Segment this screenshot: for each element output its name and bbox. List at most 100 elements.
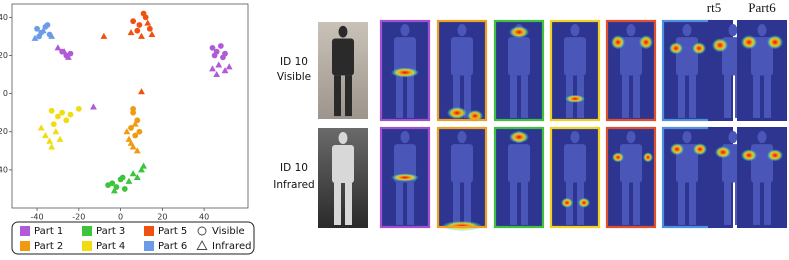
heat-blob (741, 149, 757, 162)
person-leg (396, 75, 403, 118)
point (220, 54, 226, 61)
point (48, 143, 56, 150)
point (215, 61, 223, 68)
heatmap-border (605, 126, 657, 229)
point (133, 173, 141, 181)
person-leg (764, 75, 771, 118)
person-leg (724, 75, 731, 118)
person-head (400, 131, 410, 144)
heatmap (737, 127, 787, 228)
person-torso (751, 144, 773, 183)
point (123, 128, 131, 135)
person-leg (396, 182, 403, 225)
point (133, 147, 141, 154)
heatmap (605, 126, 657, 229)
legend-swatch (20, 241, 30, 251)
y-tick-label: -20 (0, 127, 8, 136)
point (34, 25, 40, 32)
y-tick-label: 40 (0, 13, 8, 22)
legend-swatch (82, 241, 92, 251)
point (50, 121, 57, 127)
person-leg (622, 182, 629, 225)
heat-blob (565, 94, 585, 103)
heat-blob (767, 149, 783, 162)
person-head (626, 24, 636, 37)
person-torso (451, 37, 473, 76)
point (41, 131, 49, 139)
person-head (728, 131, 738, 144)
person-leg (689, 182, 696, 225)
heatmap (379, 19, 431, 122)
legend-label: Part 6 (158, 241, 187, 252)
heatmap (549, 19, 601, 122)
person-torso (332, 38, 354, 76)
x-tick-label: 20 (157, 213, 167, 222)
person-leg (724, 182, 731, 225)
legend-swatch (144, 241, 154, 251)
point (127, 28, 135, 36)
legend-marker (197, 226, 207, 236)
person-leg (521, 182, 528, 225)
x-tick-label: -40 (31, 213, 44, 222)
heatmap-border (379, 126, 431, 229)
point (44, 22, 51, 28)
point (209, 65, 216, 72)
person-head (570, 24, 580, 37)
row-modality: Infrared (273, 179, 314, 191)
point (121, 186, 128, 192)
row-id: ID 10 (280, 162, 308, 174)
y-tick-label: 0 (3, 89, 8, 98)
point (48, 32, 56, 39)
point (63, 117, 70, 124)
point (55, 113, 61, 120)
person-leg (407, 182, 414, 225)
person-head (682, 131, 692, 144)
heat-blob (669, 42, 683, 55)
heatmap-border (493, 126, 545, 229)
heatmap-border (436, 126, 488, 229)
point (209, 44, 216, 51)
point (110, 187, 118, 194)
heat-blob (578, 197, 590, 208)
point (129, 170, 137, 177)
person-leg (633, 182, 640, 225)
point (127, 139, 135, 146)
column-header: Part6 (748, 0, 776, 15)
person-torso (564, 144, 586, 183)
heat-blob (670, 143, 684, 156)
heat-blob (447, 106, 467, 119)
heat-blob (639, 35, 653, 50)
heatmap-border (493, 19, 545, 122)
point (54, 44, 62, 51)
legend-swatch (144, 226, 154, 236)
heat-blob (741, 35, 757, 50)
person-head (338, 25, 348, 38)
heatmap (379, 126, 431, 229)
point (138, 32, 145, 39)
heatmap (493, 126, 545, 229)
legend-swatch (82, 226, 92, 236)
person-leg (764, 182, 771, 225)
point (140, 162, 147, 169)
point (59, 109, 66, 116)
person-leg (345, 183, 352, 225)
person-torso (451, 144, 473, 183)
point (225, 63, 233, 70)
person-leg (521, 75, 528, 118)
person-head (757, 131, 767, 144)
row-modality: Visible (277, 71, 311, 83)
person-torso (620, 144, 642, 183)
point (130, 18, 137, 25)
person-leg (345, 75, 352, 117)
point (67, 111, 74, 118)
heatmap (661, 19, 713, 122)
person-torso (394, 144, 416, 183)
point (138, 88, 145, 95)
legend: Part 1 Part 2 Part 3 Part 4 Part 5 Part 6 Visi… (20, 226, 251, 252)
point (90, 103, 97, 110)
point (213, 70, 221, 78)
person-leg (453, 75, 460, 118)
heat-blob (715, 146, 731, 159)
point (37, 124, 45, 131)
